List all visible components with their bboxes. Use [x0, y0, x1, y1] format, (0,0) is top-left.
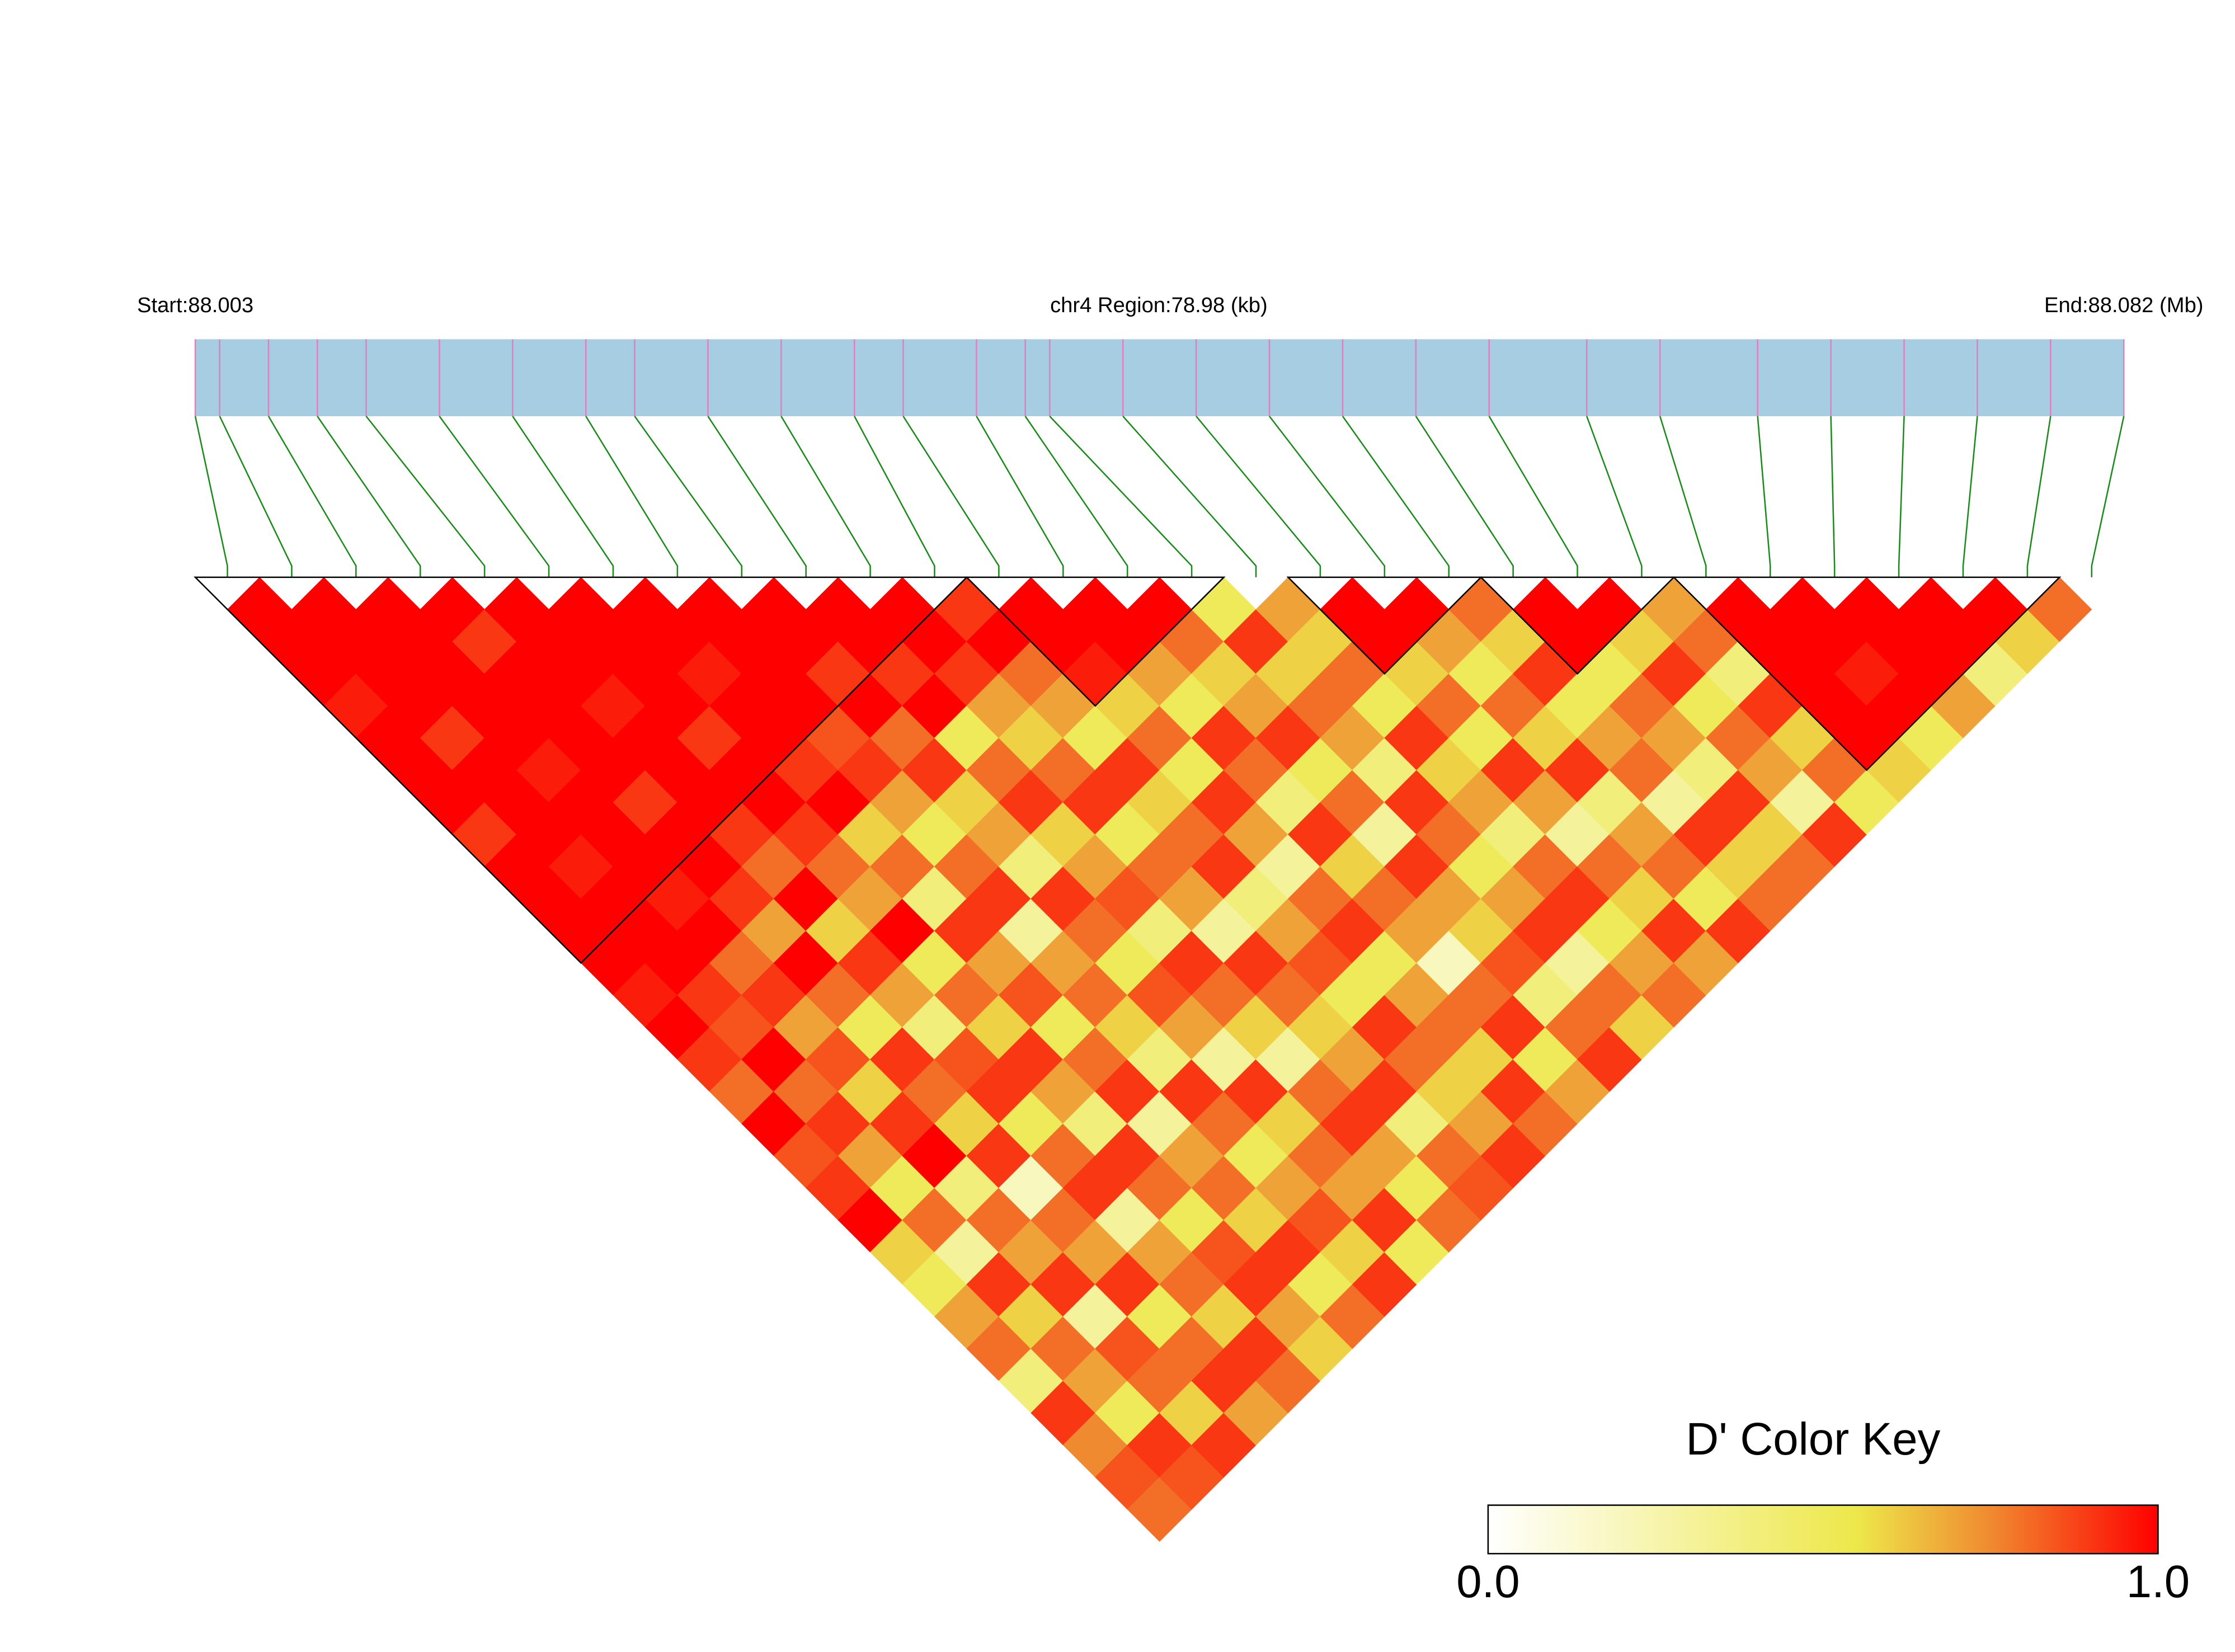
key-title: D' Color Key [1686, 1414, 1940, 1465]
snp-link [1269, 416, 1386, 577]
snp-link [1962, 416, 1978, 577]
snp-link [1757, 416, 1771, 577]
snp-link [1488, 416, 1578, 577]
snp-link [267, 416, 357, 577]
snp-link [1659, 416, 1707, 577]
color-key [1487, 1504, 2159, 1555]
ld-block [1672, 576, 2062, 771]
region-label: chr4 Region:78.98 (kb) [1050, 293, 1268, 317]
snp-link [512, 416, 614, 577]
snp-link [317, 416, 421, 577]
snp-link [902, 416, 1000, 577]
snp-link [219, 416, 293, 577]
key-tick-label: 1.0 [2126, 1556, 2190, 1607]
start-label: Start:88.003 [137, 293, 253, 317]
snp-link [780, 416, 871, 577]
snp-link [854, 416, 935, 577]
ld-block [193, 576, 969, 964]
ld-block [1286, 576, 1483, 675]
end-label: End:88.082 (Mb) [2044, 293, 2204, 317]
snp-link [1196, 416, 1321, 577]
ld-block [1479, 576, 1676, 675]
snp-link [634, 416, 743, 577]
snp-link [1415, 416, 1514, 577]
snp-link [1586, 416, 1643, 577]
snp-bar [195, 339, 2124, 416]
snp-link [194, 416, 228, 577]
snp-link [365, 416, 486, 577]
snp-link [707, 416, 807, 577]
snp-link [1122, 416, 1257, 577]
snp-link [1049, 416, 1193, 577]
snp-link [2026, 416, 2052, 577]
snp-link [585, 416, 679, 577]
snp-link [1024, 416, 1128, 577]
snp-link [1830, 416, 1836, 577]
ld-block [964, 576, 1226, 707]
snp-link [1342, 416, 1450, 577]
snp-link [2091, 416, 2125, 577]
key-tick-label: 0.0 [1456, 1556, 1519, 1607]
snp-link [976, 416, 1064, 577]
snp-link [439, 416, 550, 577]
snp-link [1898, 416, 1905, 577]
